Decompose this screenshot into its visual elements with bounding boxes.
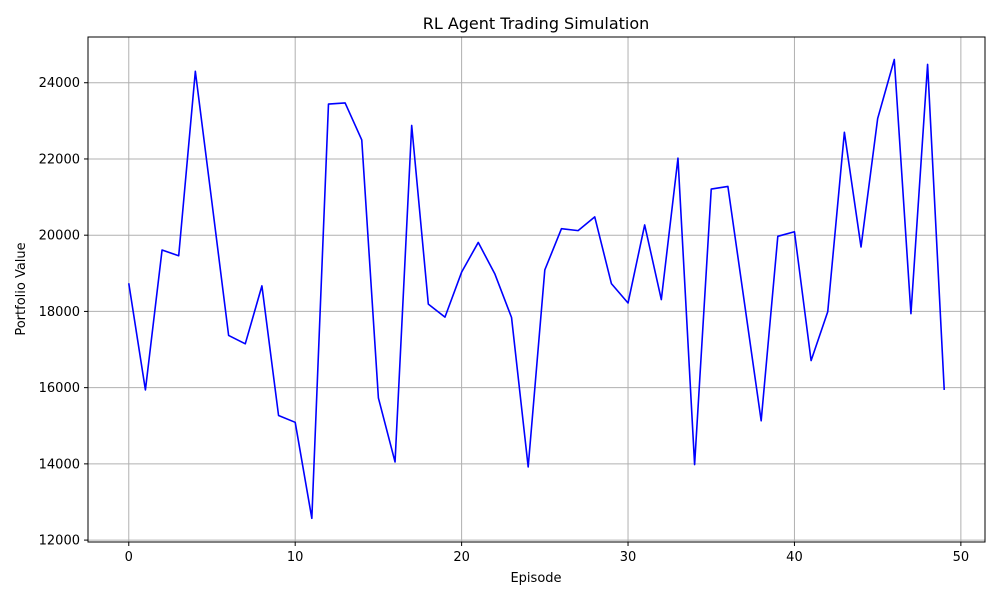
chart-title: RL Agent Trading Simulation bbox=[423, 14, 650, 33]
x-tick-label: 20 bbox=[453, 550, 470, 565]
y-tick-label: 24000 bbox=[39, 76, 80, 91]
x-tick-label: 40 bbox=[786, 550, 803, 565]
grid bbox=[88, 37, 985, 542]
y-tick-label: 12000 bbox=[39, 534, 80, 549]
y-tick-label: 22000 bbox=[39, 152, 80, 167]
y-tick-label: 16000 bbox=[39, 381, 80, 396]
x-tick-label: 0 bbox=[125, 550, 133, 565]
series-line-0 bbox=[127, 58, 946, 520]
y-tick-label: 14000 bbox=[39, 457, 80, 472]
x-tick-label: 50 bbox=[953, 550, 970, 565]
plot-area-frame bbox=[87, 36, 986, 543]
y-tick-label: 18000 bbox=[39, 305, 80, 320]
x-axis-title: Episode bbox=[510, 571, 561, 586]
series-layer bbox=[127, 58, 946, 520]
y-axis-title: Portfolio Value bbox=[14, 242, 29, 335]
y-tick-label: 20000 bbox=[39, 229, 80, 244]
axis-ticks: 0 10 20 30 40 50 12000 14000 16000 18000 20000 2200… bbox=[39, 76, 970, 565]
x-tick-label: 10 bbox=[287, 550, 304, 565]
x-tick-label: 30 bbox=[620, 550, 637, 565]
